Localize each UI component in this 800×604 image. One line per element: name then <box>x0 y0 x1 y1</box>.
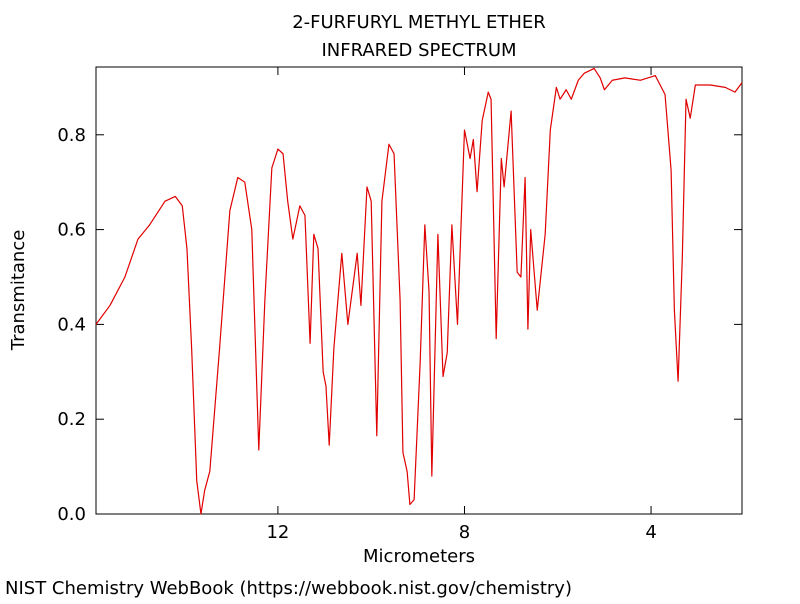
x-tick-label: 4 <box>645 522 656 543</box>
chart-title: 2-FURFURYL METHYL ETHER <box>292 12 546 33</box>
plot-frame <box>95 66 743 515</box>
y-tick-label: 0.4 <box>57 314 86 335</box>
spectrum-line <box>95 67 743 515</box>
footer: NIST Chemistry WebBook (https://webbook.… <box>5 578 572 599</box>
x-tick-label: 12 <box>266 522 289 543</box>
x-tick-label: 8 <box>459 522 470 543</box>
y-axis-label: Transmitance <box>8 230 29 352</box>
x-axis-label: Micrometers <box>363 546 475 567</box>
y-tick-label: 0.2 <box>57 409 86 430</box>
y-tick-label: 0.8 <box>57 125 86 146</box>
chart-subtitle: INFRARED SPECTRUM <box>321 40 516 61</box>
y-tick-label: 0.0 <box>57 504 86 525</box>
y-tick-label: 0.6 <box>57 220 86 241</box>
